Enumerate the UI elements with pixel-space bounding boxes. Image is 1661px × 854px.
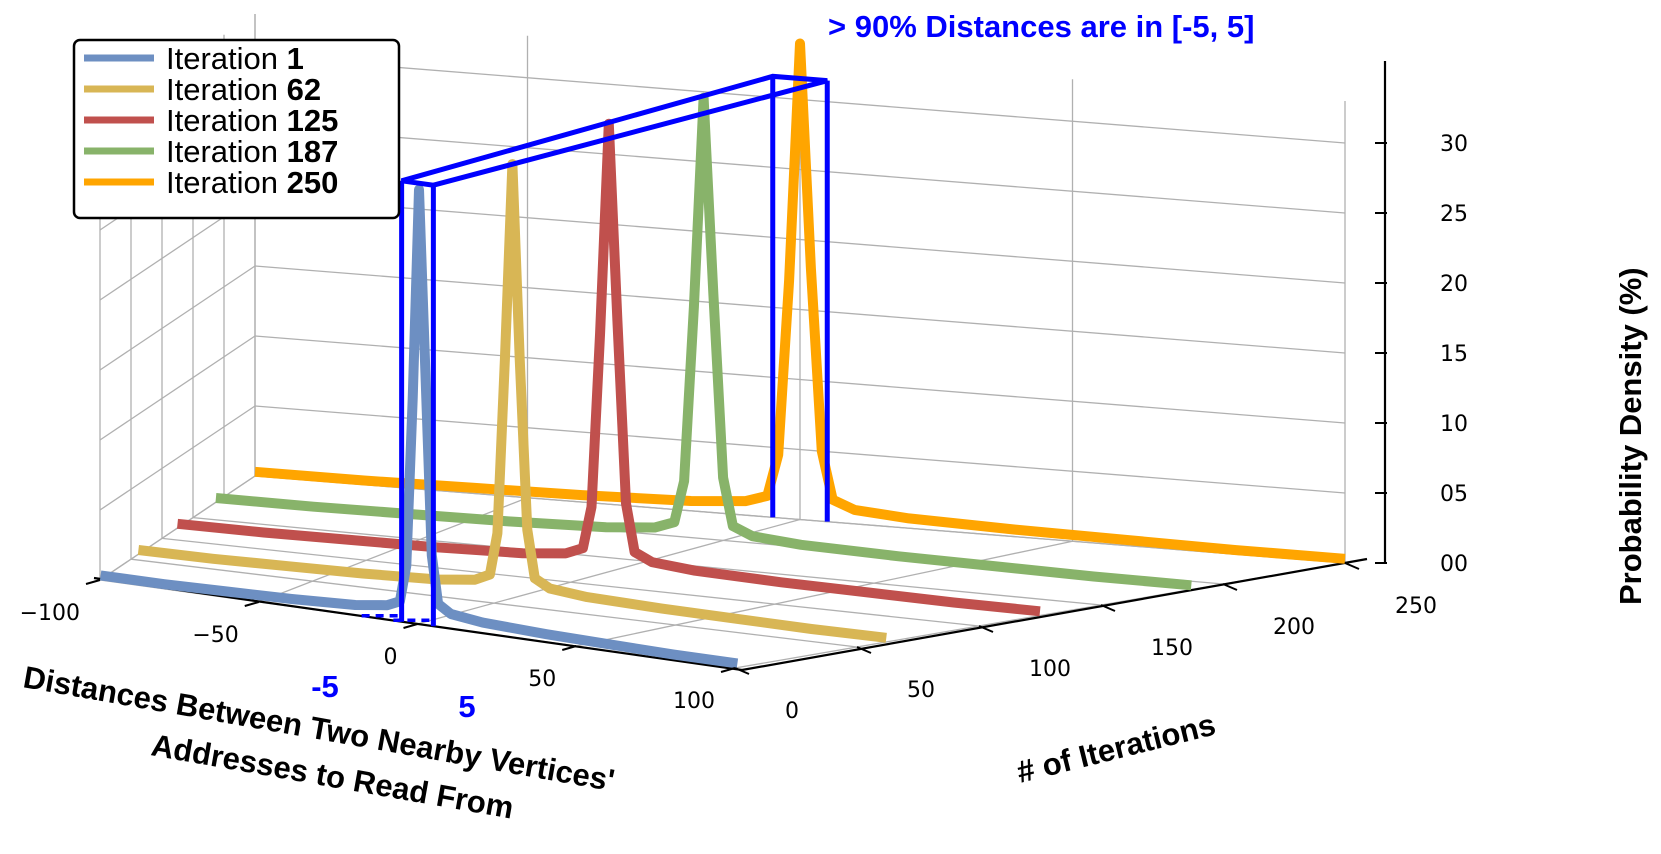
x-tick-label: 100: [673, 689, 715, 714]
legend-label-value: 125: [287, 103, 339, 138]
y-tick-label: 0: [785, 699, 799, 724]
x-tick-label: −50: [192, 623, 238, 648]
z-tick-label: 25: [1440, 202, 1468, 227]
x-tick-label: −100: [20, 601, 80, 626]
y-tick-label: 100: [1029, 657, 1071, 682]
grid-line: [99, 265, 256, 371]
grid-line: [254, 335, 1346, 424]
y-tick-mark: [1344, 562, 1360, 570]
x-tick-mark: [403, 623, 418, 629]
x-tick-label: 50: [528, 667, 556, 692]
legend-label: Iteration 125: [166, 103, 338, 138]
z-tick-label: 15: [1440, 342, 1468, 367]
legend-label: Iteration 1: [166, 41, 304, 76]
legend-frame: [72, 38, 401, 220]
y-tick-mark: [734, 667, 750, 675]
x-tick-mark: [85, 579, 101, 585]
legend-label: Iteration 62: [166, 72, 321, 107]
z-tick-label: 00: [1440, 552, 1468, 577]
x-tick-mark: [244, 601, 260, 607]
y-tick-mark: [978, 625, 994, 633]
y-tick-label: 50: [907, 678, 935, 703]
y-axis-label: # of Iterations: [1013, 707, 1219, 790]
y-tick-label: 200: [1273, 615, 1315, 640]
y-tick-mark: [856, 646, 872, 654]
x-tick-label: 0: [384, 645, 398, 670]
range-label-high: 5: [458, 689, 475, 724]
legend-label-prefix: Iteration: [166, 72, 287, 107]
z-tick-label: 20: [1440, 272, 1468, 297]
legend-label: Iteration 250: [166, 165, 338, 200]
series-line-iteration-250: [254, 38, 1346, 564]
grid-line: [99, 335, 256, 441]
grid-line: [161, 537, 980, 627]
grid-line: [254, 475, 1346, 564]
z-axis-label: Probability Density (%): [1613, 267, 1648, 605]
legend-label-value: 1: [287, 41, 304, 76]
series-line-iteration-1: [99, 184, 739, 669]
legend-label: Iteration 187: [166, 134, 338, 169]
grid-line: [99, 405, 256, 511]
grid-line: [417, 518, 801, 625]
grid-line: [254, 195, 1346, 284]
grid-line: [576, 540, 1073, 647]
x-tick-mark: [561, 645, 577, 651]
grid-line: [254, 405, 1346, 494]
z-tick-label: 05: [1440, 482, 1468, 507]
z-tick-label: 10: [1440, 412, 1468, 437]
y-tick-label: 150: [1151, 636, 1193, 661]
grid-line: [254, 125, 1346, 214]
x-tick-mark: [720, 667, 736, 673]
range-label-low: -5: [311, 669, 339, 704]
y-tick-mark: [1222, 583, 1238, 591]
legend-label-value: 62: [287, 72, 321, 107]
annotation-text: > 90% Distances are in [-5, 5]: [828, 9, 1254, 44]
legend-label-prefix: Iteration: [166, 103, 287, 138]
legend-label-value: 250: [287, 165, 339, 200]
y-axis-line: [741, 557, 1368, 672]
legend-label-prefix: Iteration: [166, 165, 287, 200]
annotation-box: [361, 73, 830, 627]
grid-line: [254, 265, 1346, 354]
y-tick-label: 250: [1395, 594, 1437, 619]
legend-label-value: 187: [287, 134, 339, 169]
series-layer: [99, 38, 1346, 669]
grid-line: [130, 558, 858, 648]
y-tick-mark: [1100, 604, 1116, 612]
z-tick-label: 30: [1440, 132, 1468, 157]
legend-label-prefix: Iteration: [166, 41, 287, 76]
legend-label-prefix: Iteration: [166, 134, 287, 169]
